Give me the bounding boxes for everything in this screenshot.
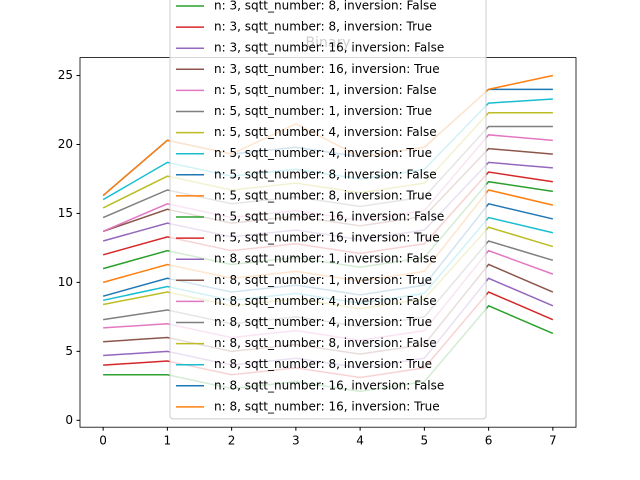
legend-label: n: 5, sqtt_number: 1, inversion: True: [214, 104, 432, 118]
x-tick-label: 4: [356, 434, 364, 448]
legend-label: n: 3, sqtt_number: 8, inversion: True: [214, 20, 432, 34]
legend-label: n: 8, sqtt_number: 1, inversion: False: [214, 252, 437, 266]
x-tick-label: 2: [228, 434, 236, 448]
x-tick-label: 6: [485, 434, 493, 448]
x-tick-label: 0: [99, 434, 107, 448]
legend-label: n: 5, sqtt_number: 16, inversion: True: [214, 231, 440, 245]
legend-box: [169, 0, 487, 420]
legend-label: n: 8, sqtt_number: 4, inversion: True: [214, 315, 432, 329]
x-tick-label: 7: [549, 434, 557, 448]
legend-label: n: 8, sqtt_number: 8, inversion: True: [214, 357, 432, 371]
legend-label: n: 5, sqtt_number: 16, inversion: False: [214, 210, 444, 224]
legend-label: n: 5, sqtt_number: 8, inversion: False: [214, 167, 437, 181]
legend-label: n: 8, sqtt_number: 8, inversion: False: [214, 336, 437, 350]
y-tick-label: 10: [58, 275, 73, 289]
legend-label: n: 8, sqtt_number: 1, inversion: True: [214, 273, 432, 287]
legend-label: n: 3, sqtt_number: 16, inversion: True: [214, 62, 440, 76]
legend-label: n: 8, sqtt_number: 16, inversion: True: [214, 399, 440, 413]
x-tick-label: 5: [421, 434, 429, 448]
legend-label: n: 3, sqtt_number: 8, inversion: False: [214, 0, 437, 13]
legend-label: n: 5, sqtt_number: 4, inversion: False: [214, 125, 437, 139]
x-tick-label: 3: [292, 434, 300, 448]
legend-label: n: 8, sqtt_number: 16, inversion: False: [214, 378, 444, 392]
y-tick-label: 20: [58, 137, 73, 151]
y-tick-label: 5: [65, 344, 73, 358]
legend-label: n: 8, sqtt_number: 4, inversion: False: [214, 294, 437, 308]
y-tick-label: 25: [58, 68, 73, 82]
y-tick-label: 0: [65, 413, 73, 427]
legend-label: n: 5, sqtt_number: 8, inversion: True: [214, 188, 432, 202]
legend-label: n: 5, sqtt_number: 4, inversion: True: [214, 146, 432, 160]
x-tick-label: 1: [164, 434, 172, 448]
y-tick-label: 15: [58, 206, 73, 220]
legend-label: n: 3, sqtt_number: 16, inversion: False: [214, 41, 444, 55]
legend-label: n: 5, sqtt_number: 1, inversion: False: [214, 83, 437, 97]
